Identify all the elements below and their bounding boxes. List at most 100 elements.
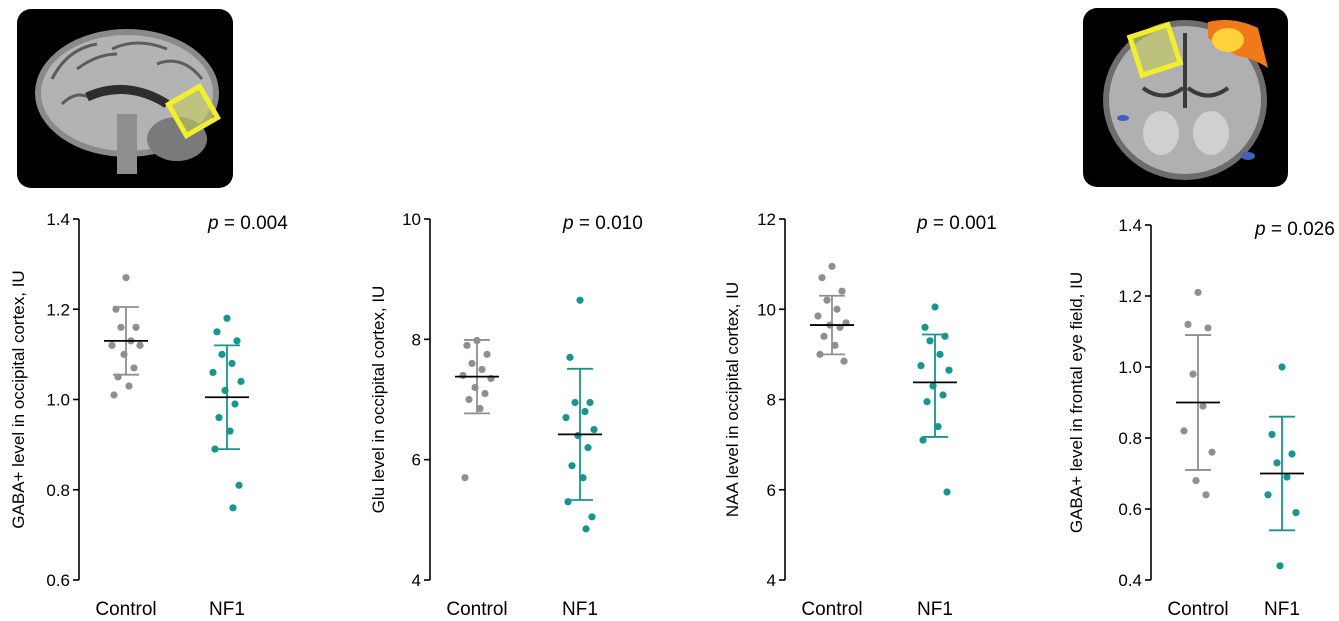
p-value-annotation: p = 0.026: [1254, 219, 1335, 240]
data-point: [132, 323, 140, 331]
data-point: [463, 341, 471, 349]
p-value-text: = 0.004: [219, 213, 289, 234]
p-symbol: p: [916, 213, 928, 234]
data-point: [1292, 508, 1300, 517]
data-point: [476, 404, 484, 413]
y-tick-label: 6: [412, 451, 421, 470]
series-nf1: [205, 314, 249, 512]
data-point: [1283, 473, 1291, 481]
data-point: [818, 274, 826, 282]
data-point: [820, 332, 828, 340]
data-point: [237, 377, 245, 386]
data-point: [1276, 562, 1284, 570]
y-tick-label: 1.2: [46, 300, 70, 319]
data-point: [1199, 402, 1207, 410]
data-point: [231, 400, 239, 408]
sagittal-mri-icon: [35, 29, 222, 174]
series-control: [1176, 288, 1220, 499]
data-point: [584, 444, 592, 452]
data-point: [465, 395, 473, 404]
chart-2: 4 6 8 10 Glu level in occipital cortex, IU p …: [369, 210, 643, 620]
data-point: [1264, 491, 1272, 499]
data-point: [941, 332, 949, 340]
y-tick-label: 8: [767, 391, 776, 410]
data-point: [566, 353, 574, 361]
data-point: [461, 474, 469, 482]
data-point: [831, 341, 839, 349]
x-category-label: NF1: [917, 599, 953, 620]
series-nf1: [558, 296, 602, 533]
data-point: [945, 366, 953, 374]
chart-3: 4 6 8 10 12 NAA level in occipital cortex, IU…: [723, 210, 997, 620]
data-point: [215, 413, 223, 422]
y-tick-label: 1.4: [1118, 216, 1142, 235]
p-value-annotation: p = 0.004: [207, 213, 288, 234]
y-tick-label: 0.4: [1118, 571, 1142, 590]
chart-1: 0.6 0.8 1.0 1.2 1.4 GABA+ level in occipital …: [9, 210, 288, 620]
p-symbol: p: [562, 213, 574, 234]
data-point: [1288, 450, 1296, 458]
data-point: [468, 359, 476, 367]
x-category-label: Control: [801, 599, 862, 620]
data-point: [576, 296, 584, 304]
data-point: [833, 305, 841, 313]
data-point: [1194, 288, 1202, 297]
data-point: [579, 474, 587, 482]
data-point: [562, 413, 570, 422]
data-point: [235, 481, 243, 489]
data-point: [473, 336, 481, 345]
data-point: [840, 357, 848, 365]
data-point: [926, 337, 934, 345]
p-value-text: = 0.026: [1266, 219, 1335, 240]
data-point: [828, 262, 836, 270]
data-point: [125, 382, 133, 390]
data-point: [816, 350, 824, 358]
p-value-text: = 0.010: [574, 213, 643, 234]
data-point: [571, 398, 579, 407]
data-point: [814, 312, 822, 320]
data-point: [564, 498, 572, 506]
x-category-label: NF1: [562, 599, 598, 620]
data-point: [1180, 427, 1188, 435]
y-tick-label: 12: [757, 210, 776, 229]
data-point: [114, 373, 122, 381]
chart-4: 0.4 0.6 0.8 1.0 1.2 1.4 GABA+ level in frontal…: [1067, 216, 1335, 620]
data-point: [943, 488, 951, 496]
series-nf1: [913, 303, 957, 496]
y-tick-label: 10: [402, 210, 421, 229]
data-point: [108, 341, 116, 349]
data-point: [1184, 320, 1192, 328]
p-value-text: = 0.001: [928, 213, 997, 234]
p-value-annotation: p = 0.001: [916, 213, 997, 234]
data-point: [1192, 477, 1200, 485]
y-tick-label: 1.2: [1118, 287, 1142, 306]
p-value-annotation: p = 0.010: [562, 213, 643, 234]
data-point: [117, 323, 125, 331]
data-point: [221, 386, 229, 395]
data-point: [223, 314, 231, 322]
x-category-label: Control: [95, 599, 156, 620]
coronal-mri-icon: [1103, 20, 1268, 180]
data-point: [459, 371, 467, 380]
y-tick-label: 0.8: [46, 481, 70, 500]
data-point: [936, 350, 944, 358]
y-axis-label: NAA level in occipital cortex, IU: [723, 282, 742, 517]
data-point: [130, 364, 138, 372]
x-category-label: Control: [446, 599, 507, 620]
y-tick-label: 0.6: [46, 571, 70, 590]
data-point: [568, 462, 576, 470]
data-point: [586, 398, 594, 407]
y-axis-label: GABA+ level in occipital cortex, IU: [9, 270, 28, 528]
data-point: [481, 389, 489, 398]
data-point: [917, 362, 925, 370]
data-point: [213, 328, 221, 336]
sagittal-brain-image: [17, 9, 233, 188]
y-tick-label: 1.0: [46, 391, 70, 410]
data-point: [823, 296, 831, 304]
data-point: [1204, 324, 1212, 332]
data-point: [582, 525, 590, 533]
data-point: [120, 350, 128, 358]
y-tick-label: 10: [757, 300, 776, 319]
data-point: [934, 422, 942, 431]
